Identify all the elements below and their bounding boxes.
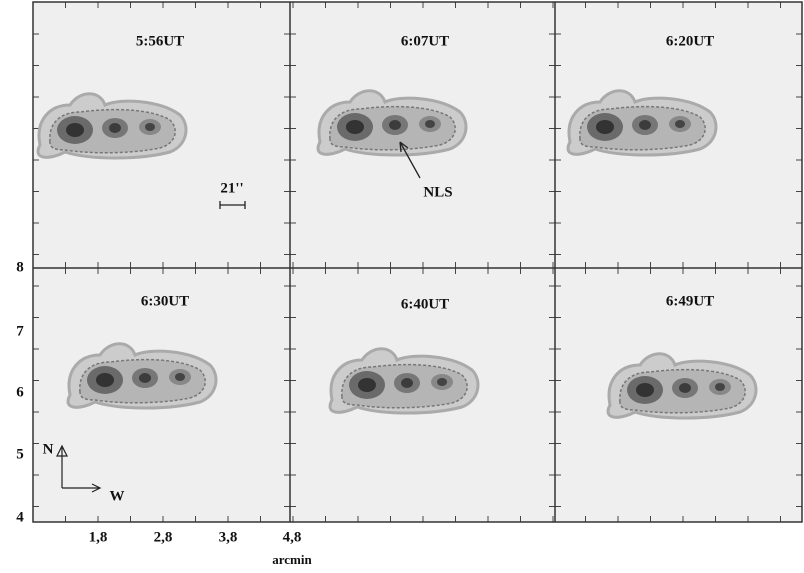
panel-title: 6:30UT	[141, 293, 189, 309]
panel-title: 6:20UT	[666, 33, 714, 49]
y-tick-label: 7	[16, 323, 24, 339]
x-tick-label: 1,8	[89, 529, 108, 545]
x-tick-label: 3,8	[219, 529, 238, 545]
panel-title: 6:40UT	[401, 296, 449, 312]
y-tick-label: 5	[16, 446, 24, 462]
north-label: N	[43, 441, 54, 457]
scale-label: 21''	[220, 180, 243, 196]
x-tick-label: 2,8	[154, 529, 173, 545]
figure: 5:56UT 6:07UT 6:20UT 6:30UT 6:40UT 6:49U…	[0, 0, 804, 573]
west-label: W	[110, 488, 125, 504]
plot-background	[33, 2, 802, 522]
x-tick-label: 4,8	[283, 529, 302, 545]
panel-title: 5:56UT	[136, 33, 184, 49]
y-tick-label: 6	[16, 384, 24, 400]
y-tick-label: 4	[16, 509, 24, 525]
x-axis-label: arcmin	[272, 552, 312, 567]
source-label: NLS	[423, 184, 452, 200]
y-tick-label: 8	[16, 259, 24, 275]
panel-title: 6:07UT	[401, 33, 449, 49]
panel-title: 6:49UT	[666, 293, 714, 309]
